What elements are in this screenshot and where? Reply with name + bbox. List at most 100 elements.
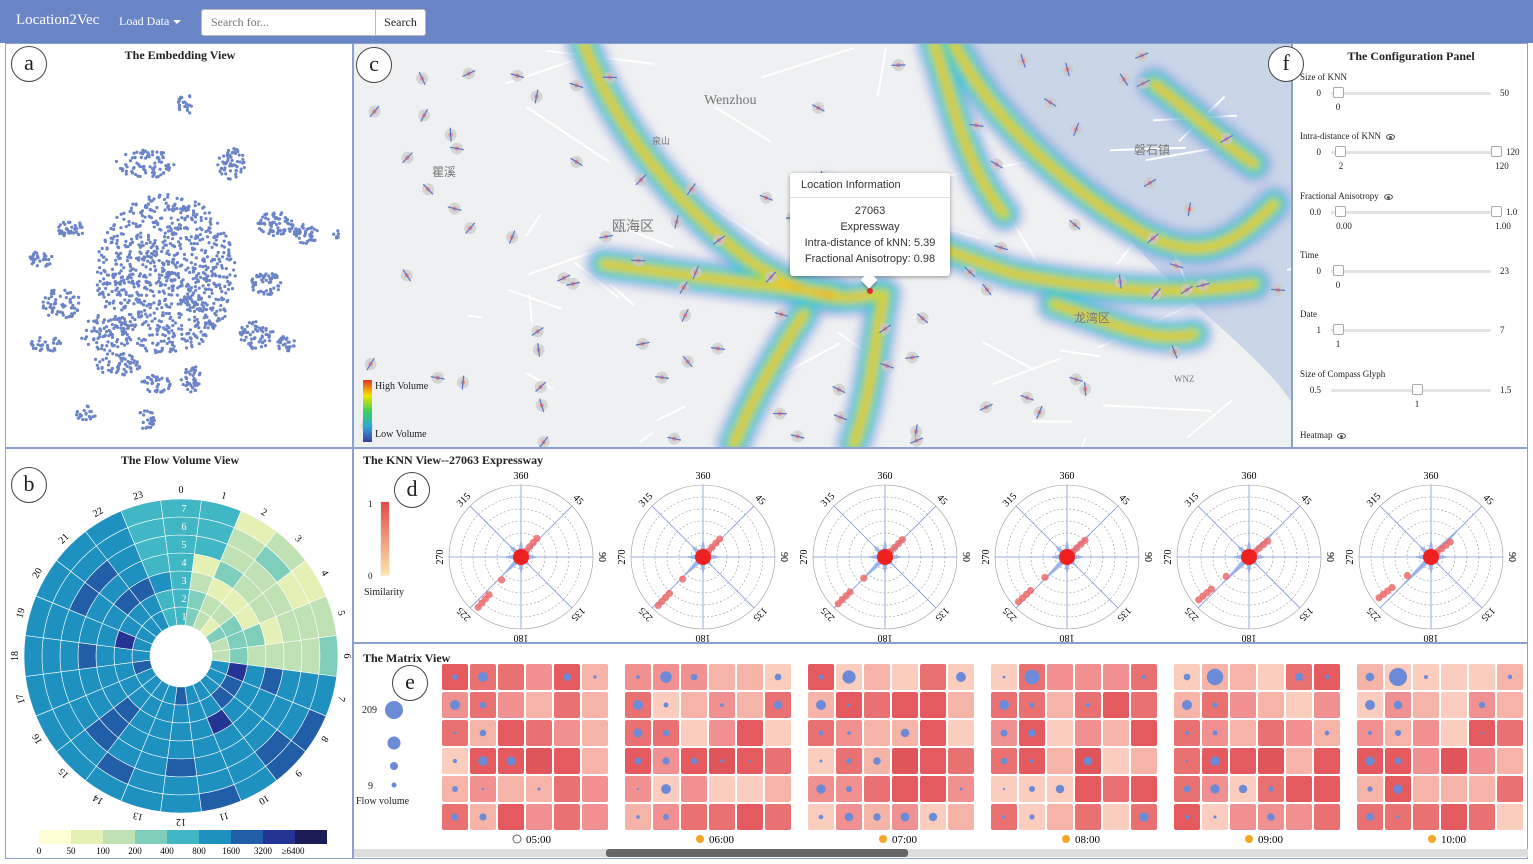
embedding-point — [198, 232, 202, 237]
embedding-point — [55, 342, 59, 346]
embedding-point — [220, 255, 225, 259]
embedding-point — [240, 326, 244, 330]
flow-circle — [720, 759, 724, 763]
eye-icon[interactable] — [1337, 432, 1347, 439]
embedding-point — [47, 258, 51, 262]
matrix-cell — [1047, 720, 1073, 746]
embedding-point — [110, 267, 115, 271]
embedding-point — [166, 193, 170, 197]
embedding-point — [107, 368, 111, 372]
flow-circle — [1268, 786, 1274, 792]
flow-circle — [593, 675, 597, 679]
embedding-point — [192, 371, 196, 375]
embedding-scatter[interactable] — [6, 44, 353, 448]
slider-handle-low[interactable] — [1335, 206, 1346, 217]
embedding-point — [137, 315, 141, 319]
slider-track[interactable] — [1331, 270, 1491, 273]
embedding-point — [241, 157, 245, 162]
embedding-point — [131, 272, 135, 276]
embedding-point — [148, 326, 152, 331]
embedding-point — [213, 324, 217, 328]
embedding-point — [193, 215, 197, 219]
embedding-point — [50, 309, 55, 313]
embedding-point — [142, 303, 146, 307]
time-label: 09:00 — [1258, 834, 1284, 846]
glyph-direction — [832, 386, 846, 394]
embedding-point — [171, 323, 175, 328]
embedding-point — [205, 255, 210, 259]
slider-handle-low[interactable] — [1335, 146, 1346, 157]
embedding-point — [274, 222, 278, 227]
embedding-point — [184, 339, 188, 343]
embedding-point — [248, 344, 253, 348]
horizontal-scrollbar[interactable] — [354, 849, 1528, 857]
embedding-point — [254, 320, 258, 324]
matrix-cell — [554, 748, 580, 774]
slider-handle-high[interactable] — [1491, 206, 1502, 217]
brand-title[interactable]: Location2Vec — [16, 12, 100, 28]
search-button[interactable]: Search — [375, 9, 426, 36]
matrix-cell — [681, 776, 707, 802]
embedding-point — [99, 253, 104, 257]
radial-heatmap[interactable]: 0 123456789101112131415161718192021222312… — [6, 449, 353, 859]
eye-icon[interactable] — [1385, 133, 1395, 140]
slider-handle[interactable] — [1333, 324, 1344, 335]
embedding-point — [232, 268, 236, 272]
matrix-cell — [1258, 720, 1284, 746]
slider-handle[interactable] — [1333, 87, 1344, 98]
embedding-point — [196, 323, 200, 327]
slider-value: 1 — [1414, 399, 1420, 409]
embedding-point — [129, 206, 134, 210]
map-view[interactable]: Wenzhou 瞿溪 瓯海区 磐石镇 龙湾区 泉山 WNZ High Volume Low … — [353, 43, 1292, 448]
embedding-point — [122, 278, 126, 282]
slider-track[interactable] — [1331, 92, 1491, 95]
slider-track[interactable] — [1331, 151, 1491, 154]
compass-glyphs[interactable]: 3604590135180225270315360459013518022527… — [354, 449, 1528, 643]
legend-min-value: 9 — [368, 781, 373, 792]
slider-handle[interactable] — [1412, 384, 1423, 395]
matrix-cell — [920, 776, 946, 802]
embedding-point — [103, 269, 107, 273]
matrix-cell — [554, 692, 580, 718]
slider-handle[interactable] — [1333, 265, 1344, 276]
embedding-point — [164, 311, 169, 316]
config-label-text: Fractional Anisotropy — [1300, 191, 1379, 201]
embedding-point — [56, 309, 60, 314]
embedding-point — [77, 295, 81, 299]
angle-label: 180 — [878, 632, 893, 643]
load-data-dropdown[interactable]: Load Data — [119, 14, 182, 29]
road — [507, 288, 562, 310]
scrollbar-thumb[interactable] — [606, 849, 908, 857]
embedding-point — [197, 294, 201, 298]
slider-min: 0.0 — [1309, 207, 1321, 217]
embedding-point — [109, 236, 113, 240]
embedding-point — [145, 280, 149, 285]
glyph-direction — [686, 183, 696, 196]
flow-cell — [264, 642, 285, 670]
flow-circle — [1324, 674, 1330, 680]
embedding-point — [115, 215, 119, 219]
embedding-point — [55, 312, 59, 316]
embedding-point — [46, 346, 50, 350]
embedding-point — [201, 265, 205, 269]
slider-track[interactable] — [1331, 329, 1491, 332]
flow-circle — [1185, 759, 1189, 763]
search-input[interactable] — [201, 9, 376, 36]
embedding-point — [180, 323, 184, 328]
embedding-point — [72, 295, 76, 299]
embedding-point — [207, 241, 211, 245]
eye-icon[interactable] — [1383, 193, 1393, 200]
embedding-point — [189, 104, 193, 108]
slider-track[interactable] — [1331, 211, 1491, 214]
od-matrices[interactable]: 05:00 06:00 07:00 08:00 09:00 10:00 — [354, 644, 1528, 859]
embedding-point — [213, 235, 217, 239]
similarity-legend: 1 0 Similarity — [362, 499, 432, 599]
embedding-point — [108, 349, 112, 353]
embedding-point — [135, 341, 140, 345]
embedding-point — [115, 324, 119, 328]
slider-track[interactable] — [1331, 389, 1491, 392]
embedding-point — [134, 225, 139, 229]
embedding-point — [212, 258, 216, 262]
slider-handle-high[interactable] — [1491, 146, 1502, 157]
